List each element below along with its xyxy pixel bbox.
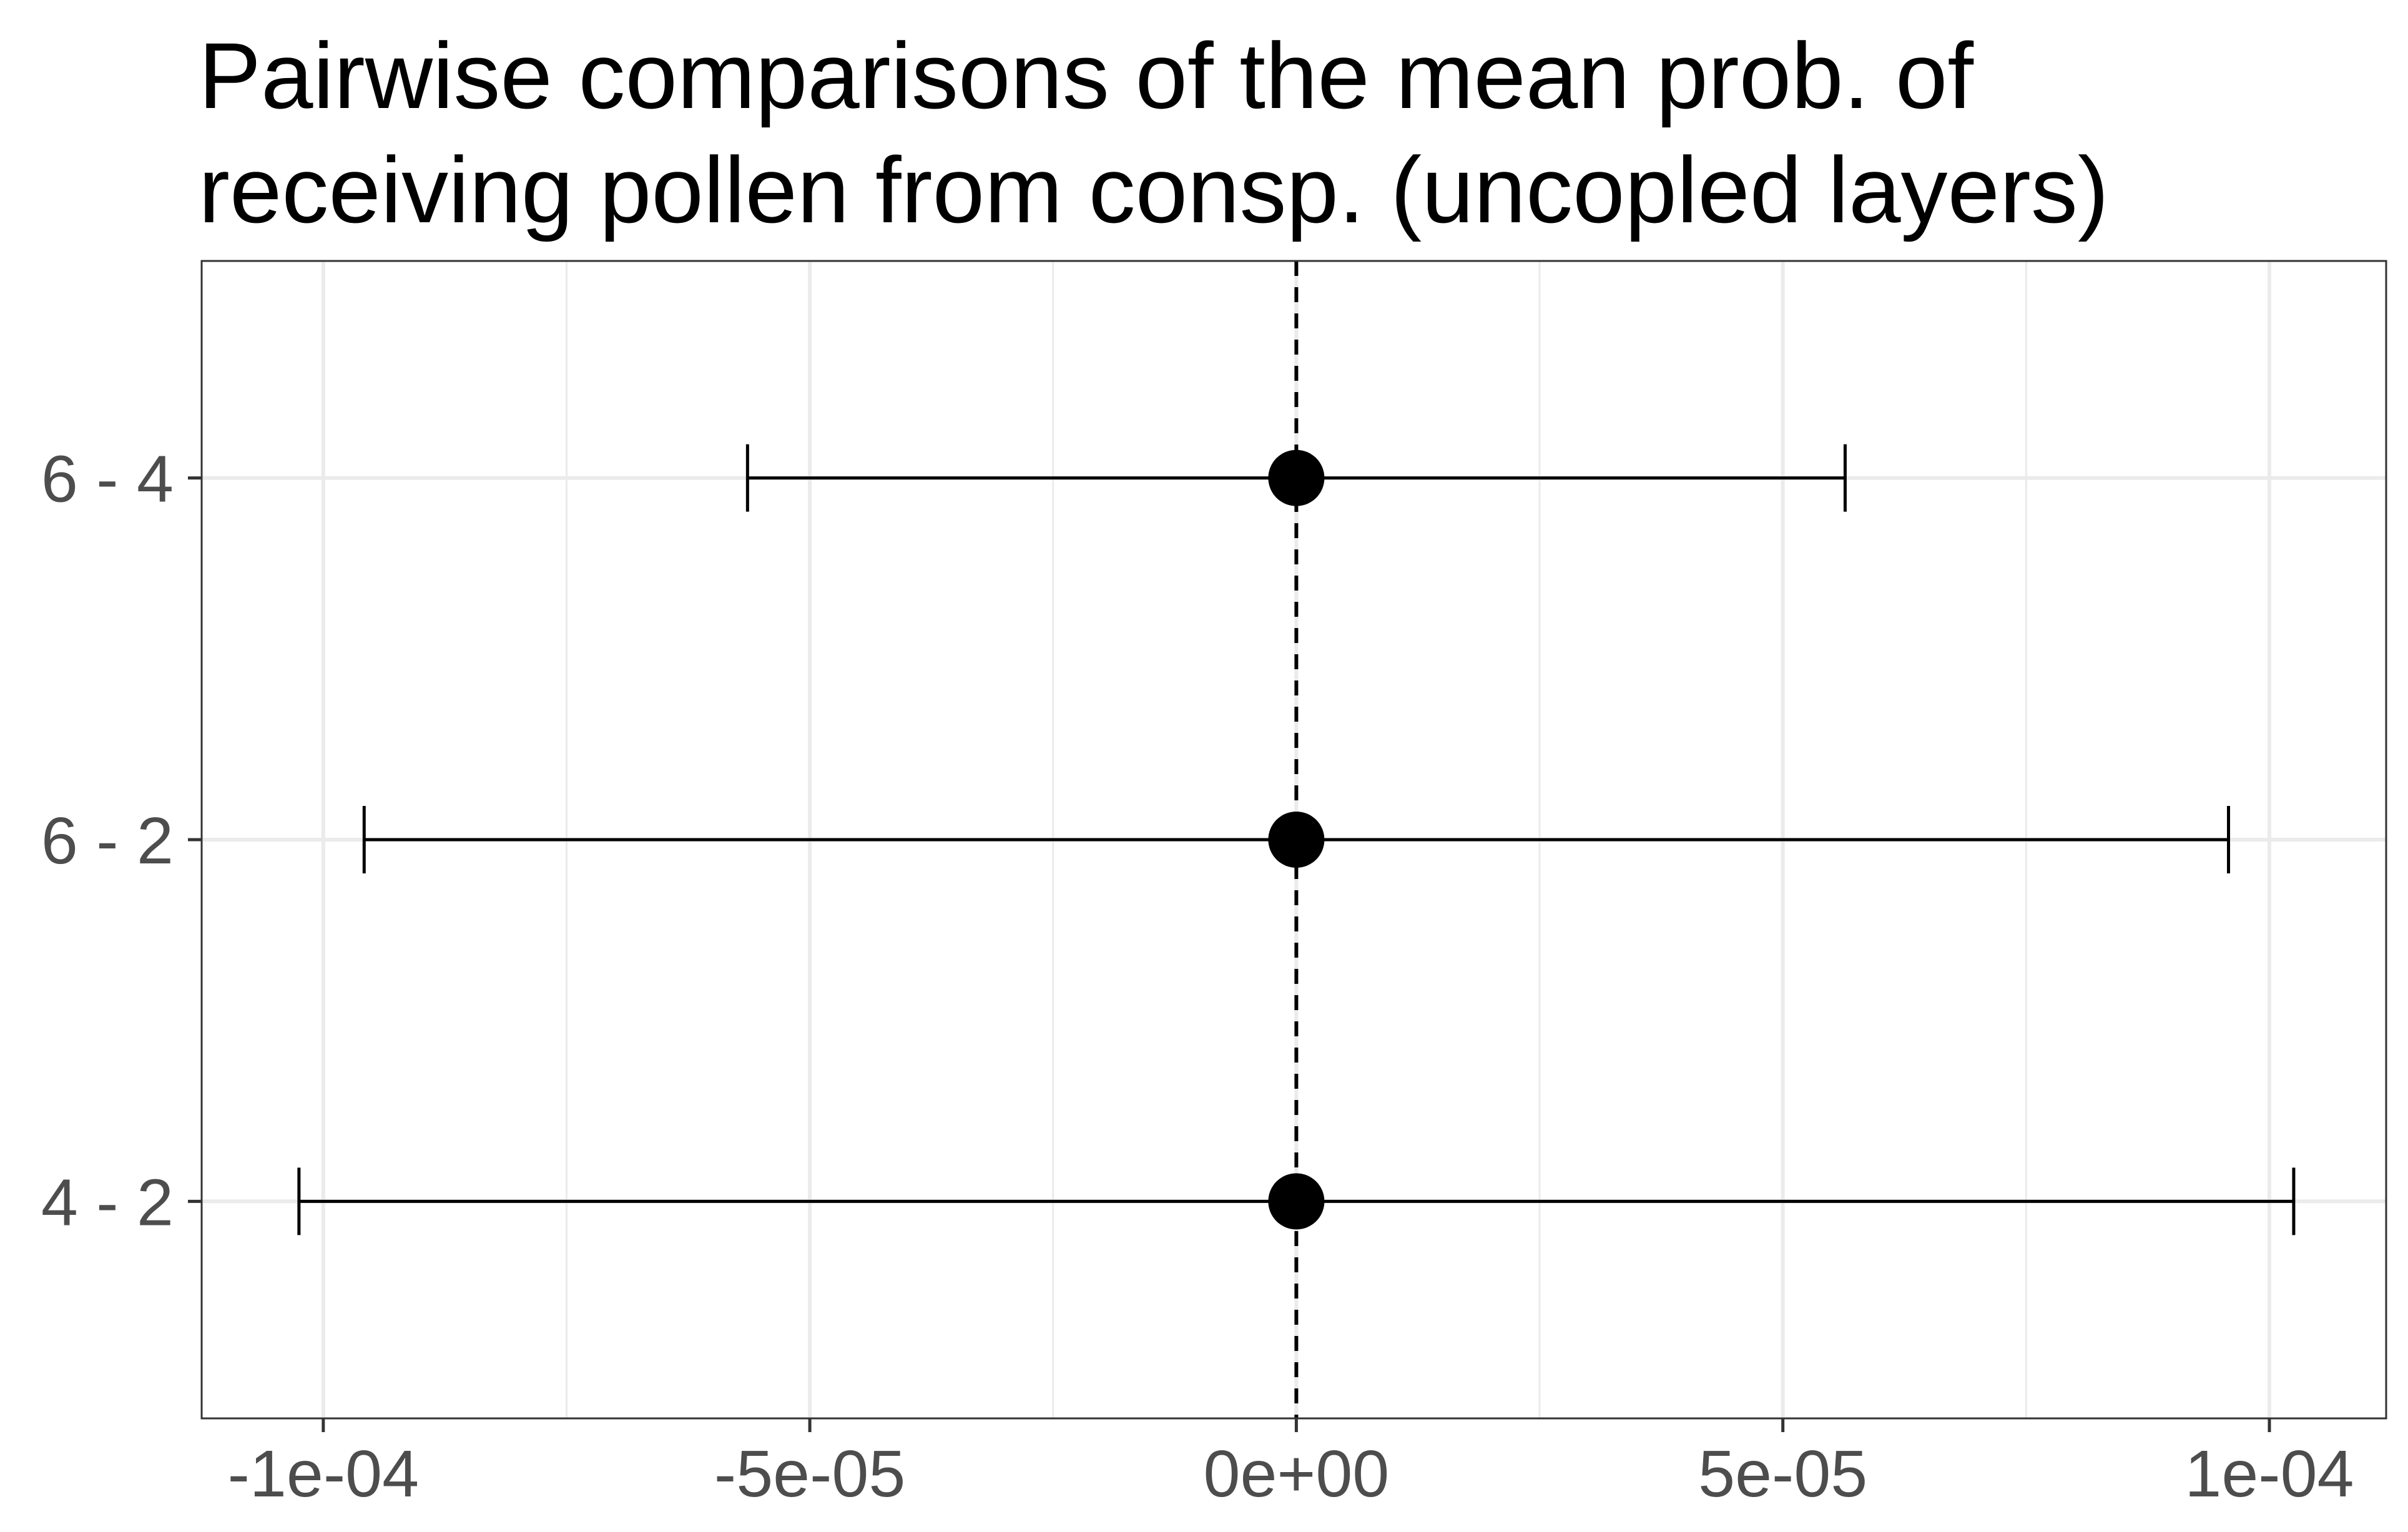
x-tick-label: 0e+00 bbox=[1204, 1437, 1390, 1511]
y-tick-label: 6 - 2 bbox=[41, 804, 174, 878]
chart-title: Pairwise comparisons of the mean prob. o… bbox=[199, 19, 2384, 247]
y-tick-label: 4 - 2 bbox=[41, 1166, 174, 1239]
chart-title-line-2: receiving pollen from consp. (uncopled l… bbox=[199, 137, 2109, 242]
x-tick-label: 5e-05 bbox=[1698, 1437, 1867, 1511]
chart-title-line-1: Pairwise comparisons of the mean prob. o… bbox=[199, 23, 1974, 128]
x-tick-label: -1e-04 bbox=[228, 1437, 419, 1511]
marks-layer bbox=[297, 444, 2296, 1235]
estimate-point bbox=[1268, 812, 1325, 868]
y-tick-label: 6 - 4 bbox=[41, 443, 174, 516]
x-tick-label: 1e-04 bbox=[2184, 1437, 2354, 1511]
estimate-point bbox=[1268, 449, 1325, 506]
estimate-point bbox=[1268, 1173, 1325, 1230]
axis-layer: -1e-04 -5e-05 0e+00 5e-05 1e-04 6 - 4 6 - 2 4 -… bbox=[41, 443, 2354, 1511]
x-tick-label: -5e-05 bbox=[714, 1437, 905, 1511]
